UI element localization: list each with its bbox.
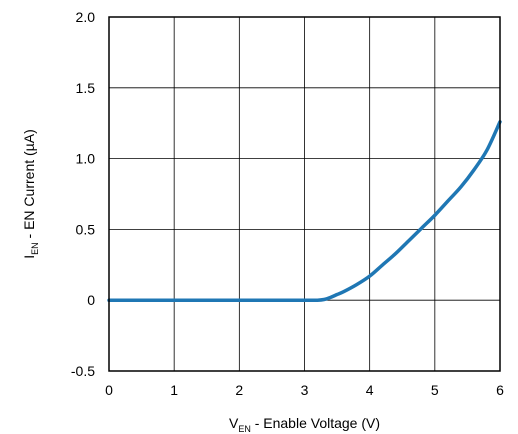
y-tick-label: 2.0 (76, 9, 96, 25)
x-axis-label-rest: - Enable Voltage (V) (251, 415, 380, 431)
x-tick-label: 0 (105, 382, 113, 398)
x-tick-label: 4 (366, 382, 374, 398)
x-tick-label: 3 (301, 382, 309, 398)
y-axis-label-main: I (21, 255, 37, 259)
x-tick-label: 1 (170, 382, 178, 398)
x-axis-label-subscript: EN (238, 424, 251, 434)
x-tick-label: 6 (496, 382, 504, 398)
y-axis-label-rest: - EN Current (µA) (21, 129, 37, 242)
y-tick-label: 1.0 (76, 151, 96, 167)
grid-lines (109, 17, 500, 371)
y-tick-label: 0.5 (76, 221, 96, 237)
x-tick-label: 5 (431, 382, 439, 398)
x-tick-labels: 0 1 2 3 4 5 6 (105, 382, 504, 398)
y-axis-label-subscript: EN (30, 242, 40, 255)
y-tick-labels: -0.5 0 0.5 1.0 1.5 2.0 (71, 9, 95, 379)
series-layer (107, 120, 502, 303)
series-line-0 (107, 120, 502, 303)
x-tick-label: 2 (235, 382, 243, 398)
x-axis-label: VEN - Enable Voltage (V) (229, 415, 380, 434)
y-tick-label: -0.5 (71, 363, 95, 379)
y-tick-label: 1.5 (76, 80, 96, 96)
y-axis-label: IEN - EN Current (µA) (21, 129, 40, 259)
x-axis-label-main: V (229, 415, 239, 431)
plot-frame (108, 16, 501, 372)
y-tick-label: 0 (87, 292, 95, 308)
